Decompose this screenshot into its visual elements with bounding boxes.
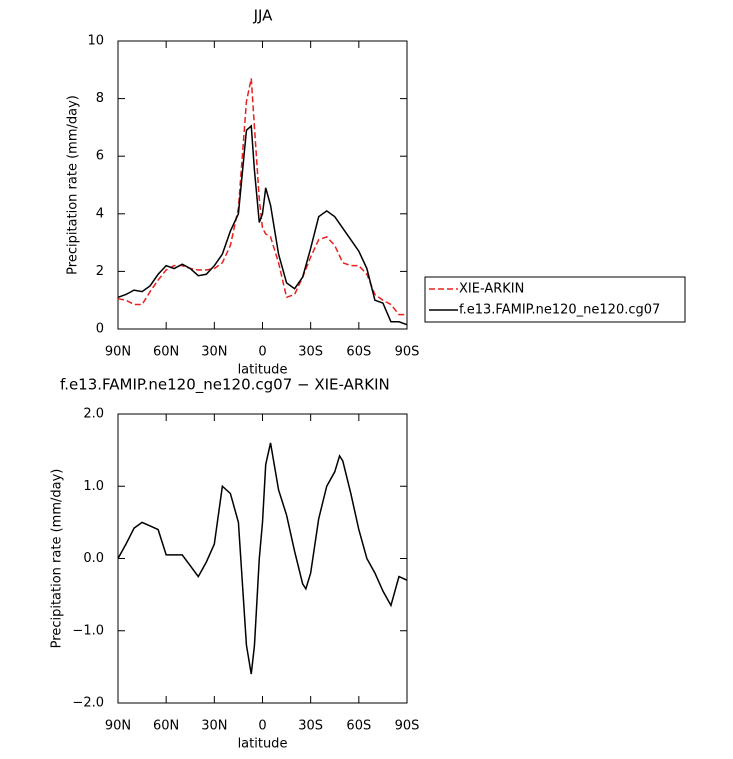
x-tick-label: 60S (346, 719, 371, 734)
y-tick-label: 1.0 (83, 479, 104, 494)
data-line (117, 442, 408, 675)
y-axis-label: Precipitation rate (mm/day) (66, 95, 81, 275)
data-line (117, 124, 408, 326)
y-axis-label: Precipitation rate (mm/day) (50, 469, 65, 649)
x-axis-label: latitude (238, 363, 288, 378)
legend-box (424, 276, 686, 323)
y-tick-label: 0.0 (83, 551, 104, 566)
y-tick-label: 8 (96, 91, 104, 106)
x-tick-label: 90S (395, 719, 420, 734)
y-tick-label: 6 (96, 149, 104, 164)
data-line (117, 78, 407, 316)
y-tick-label: −1.0 (72, 623, 104, 638)
y-tick-label: 2.0 (83, 407, 104, 422)
y-tick-label: 4 (96, 206, 104, 221)
x-tick-label: 90N (105, 719, 131, 734)
x-tick-label: 0 (258, 345, 266, 360)
y-tick-label: 2 (96, 264, 104, 279)
x-axis-label: latitude (238, 737, 288, 752)
chart-title: JJA (253, 7, 274, 25)
x-tick-label: 30S (298, 719, 323, 734)
x-tick-label: 90N (105, 345, 131, 360)
x-tick-label: 60S (346, 345, 371, 360)
x-tick-label: 30S (298, 345, 323, 360)
x-tick-label: 30N (201, 719, 227, 734)
legend-label: XIE-ARKIN (459, 282, 524, 297)
x-tick-label: 60N (153, 345, 179, 360)
x-tick-label: 90S (395, 345, 420, 360)
y-tick-label: 10 (87, 34, 104, 49)
legend-label: f.e13.FAMIP.ne120_ne120.cg07 (459, 303, 660, 318)
y-tick-label: 0 (96, 322, 104, 337)
x-tick-label: 60N (153, 719, 179, 734)
chart-title: f.e13.FAMIP.ne120_ne120.cg07 − XIE-ARKIN (60, 376, 390, 395)
plot-frame (117, 40, 408, 330)
y-tick-label: −2.0 (72, 696, 104, 711)
x-tick-label: 30N (201, 345, 227, 360)
x-tick-label: 0 (258, 719, 266, 734)
plot-frame (117, 413, 408, 704)
